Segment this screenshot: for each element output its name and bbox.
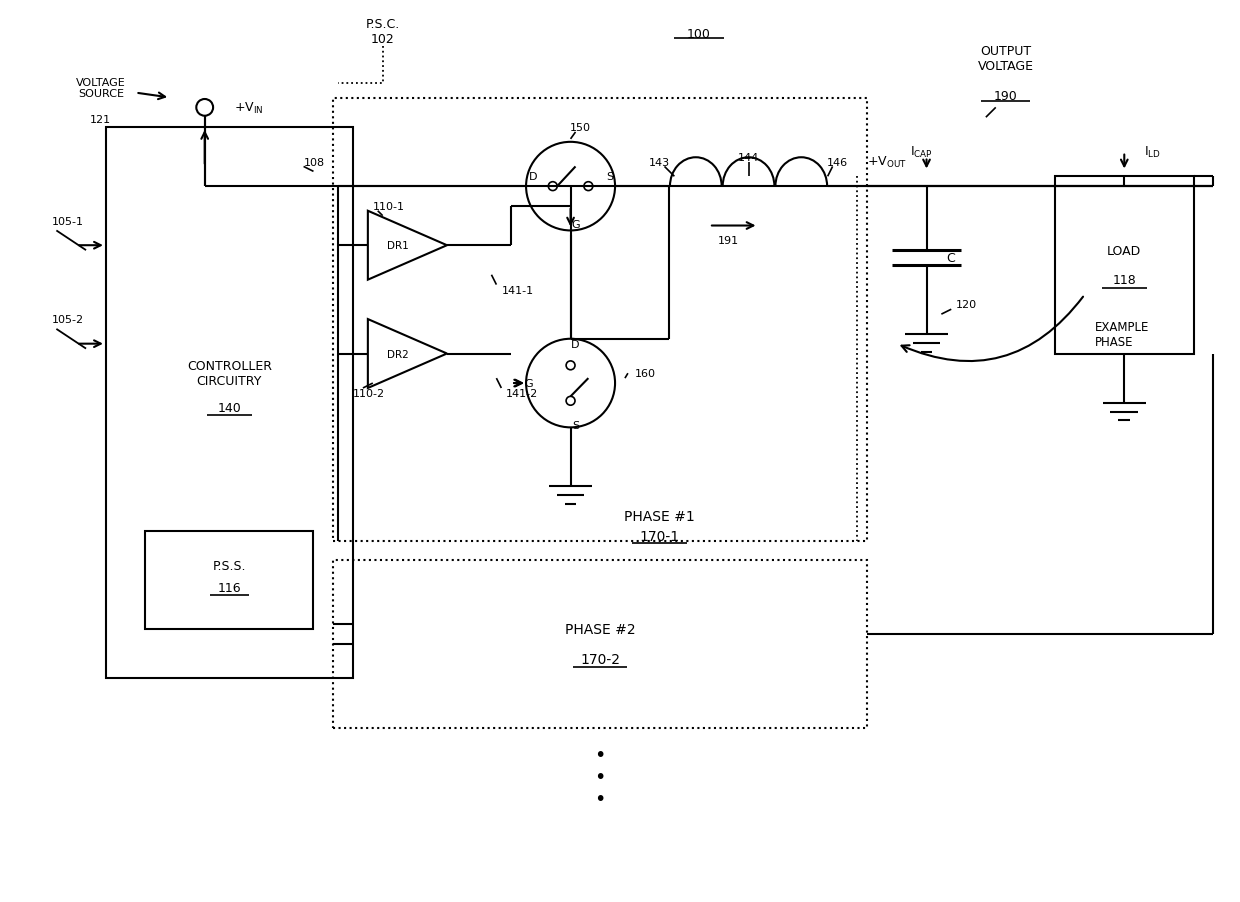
Text: 141-2: 141-2 (506, 389, 538, 399)
Text: P.S.C.: P.S.C. (366, 18, 399, 32)
Text: 170-2: 170-2 (580, 652, 620, 666)
Text: LOAD: LOAD (1107, 244, 1141, 257)
Text: D: D (572, 339, 580, 349)
Bar (145, 531, 314, 630)
Text: 110-1: 110-1 (373, 202, 404, 212)
Text: 121: 121 (91, 115, 112, 125)
Text: CONTROLLER
CIRCUITRY: CONTROLLER CIRCUITRY (187, 360, 272, 388)
Bar (1055, 177, 1194, 354)
Text: 144: 144 (738, 152, 759, 162)
Text: DR2: DR2 (387, 349, 408, 359)
Text: OUTPUT
VOLTAGE: OUTPUT VOLTAGE (977, 45, 1034, 73)
Text: 105-1: 105-1 (51, 216, 83, 226)
Text: PHASE #1: PHASE #1 (624, 510, 694, 523)
Text: P.S.S.: P.S.S. (213, 559, 247, 572)
Text: 191: 191 (718, 236, 739, 246)
Bar (334, 561, 867, 728)
Text: 110-2: 110-2 (353, 389, 386, 399)
Text: PHASE #2: PHASE #2 (565, 622, 636, 637)
Text: 143: 143 (649, 157, 670, 168)
Text: +V$_{\rm OUT}$: +V$_{\rm OUT}$ (867, 155, 906, 170)
Bar (105, 128, 353, 678)
Text: 120: 120 (956, 300, 977, 310)
Text: S: S (606, 172, 614, 182)
Text: I$_{\rm LD}$: I$_{\rm LD}$ (1145, 145, 1161, 160)
Text: C: C (946, 252, 955, 264)
Text: 150: 150 (570, 123, 591, 133)
Text: 116: 116 (217, 582, 242, 594)
Text: I$_{\rm CAP}$: I$_{\rm CAP}$ (910, 145, 932, 160)
Text: 102: 102 (371, 32, 394, 46)
Text: DR1: DR1 (387, 241, 408, 251)
Text: 146: 146 (827, 157, 848, 168)
Text: •
•
•: • • • (594, 746, 606, 808)
Bar (334, 98, 867, 541)
Text: 105-2: 105-2 (51, 315, 83, 325)
Text: +V$_{\rm IN}$: +V$_{\rm IN}$ (234, 101, 264, 115)
Text: S: S (572, 421, 579, 431)
Text: 160: 160 (635, 369, 656, 379)
Text: D: D (528, 172, 537, 182)
Text: 108: 108 (304, 157, 325, 168)
Text: G: G (525, 379, 533, 389)
Text: 170-1: 170-1 (640, 529, 680, 543)
Text: 118: 118 (1112, 274, 1136, 287)
Text: G: G (572, 219, 580, 229)
Text: 141-1: 141-1 (501, 285, 533, 295)
Text: EXAMPLE
PHASE: EXAMPLE PHASE (1095, 320, 1149, 348)
Text: VOLTAGE
SOURCE: VOLTAGE SOURCE (76, 78, 125, 99)
Text: 190: 190 (993, 90, 1018, 103)
Text: 100: 100 (687, 28, 711, 41)
Text: 140: 140 (217, 401, 242, 415)
